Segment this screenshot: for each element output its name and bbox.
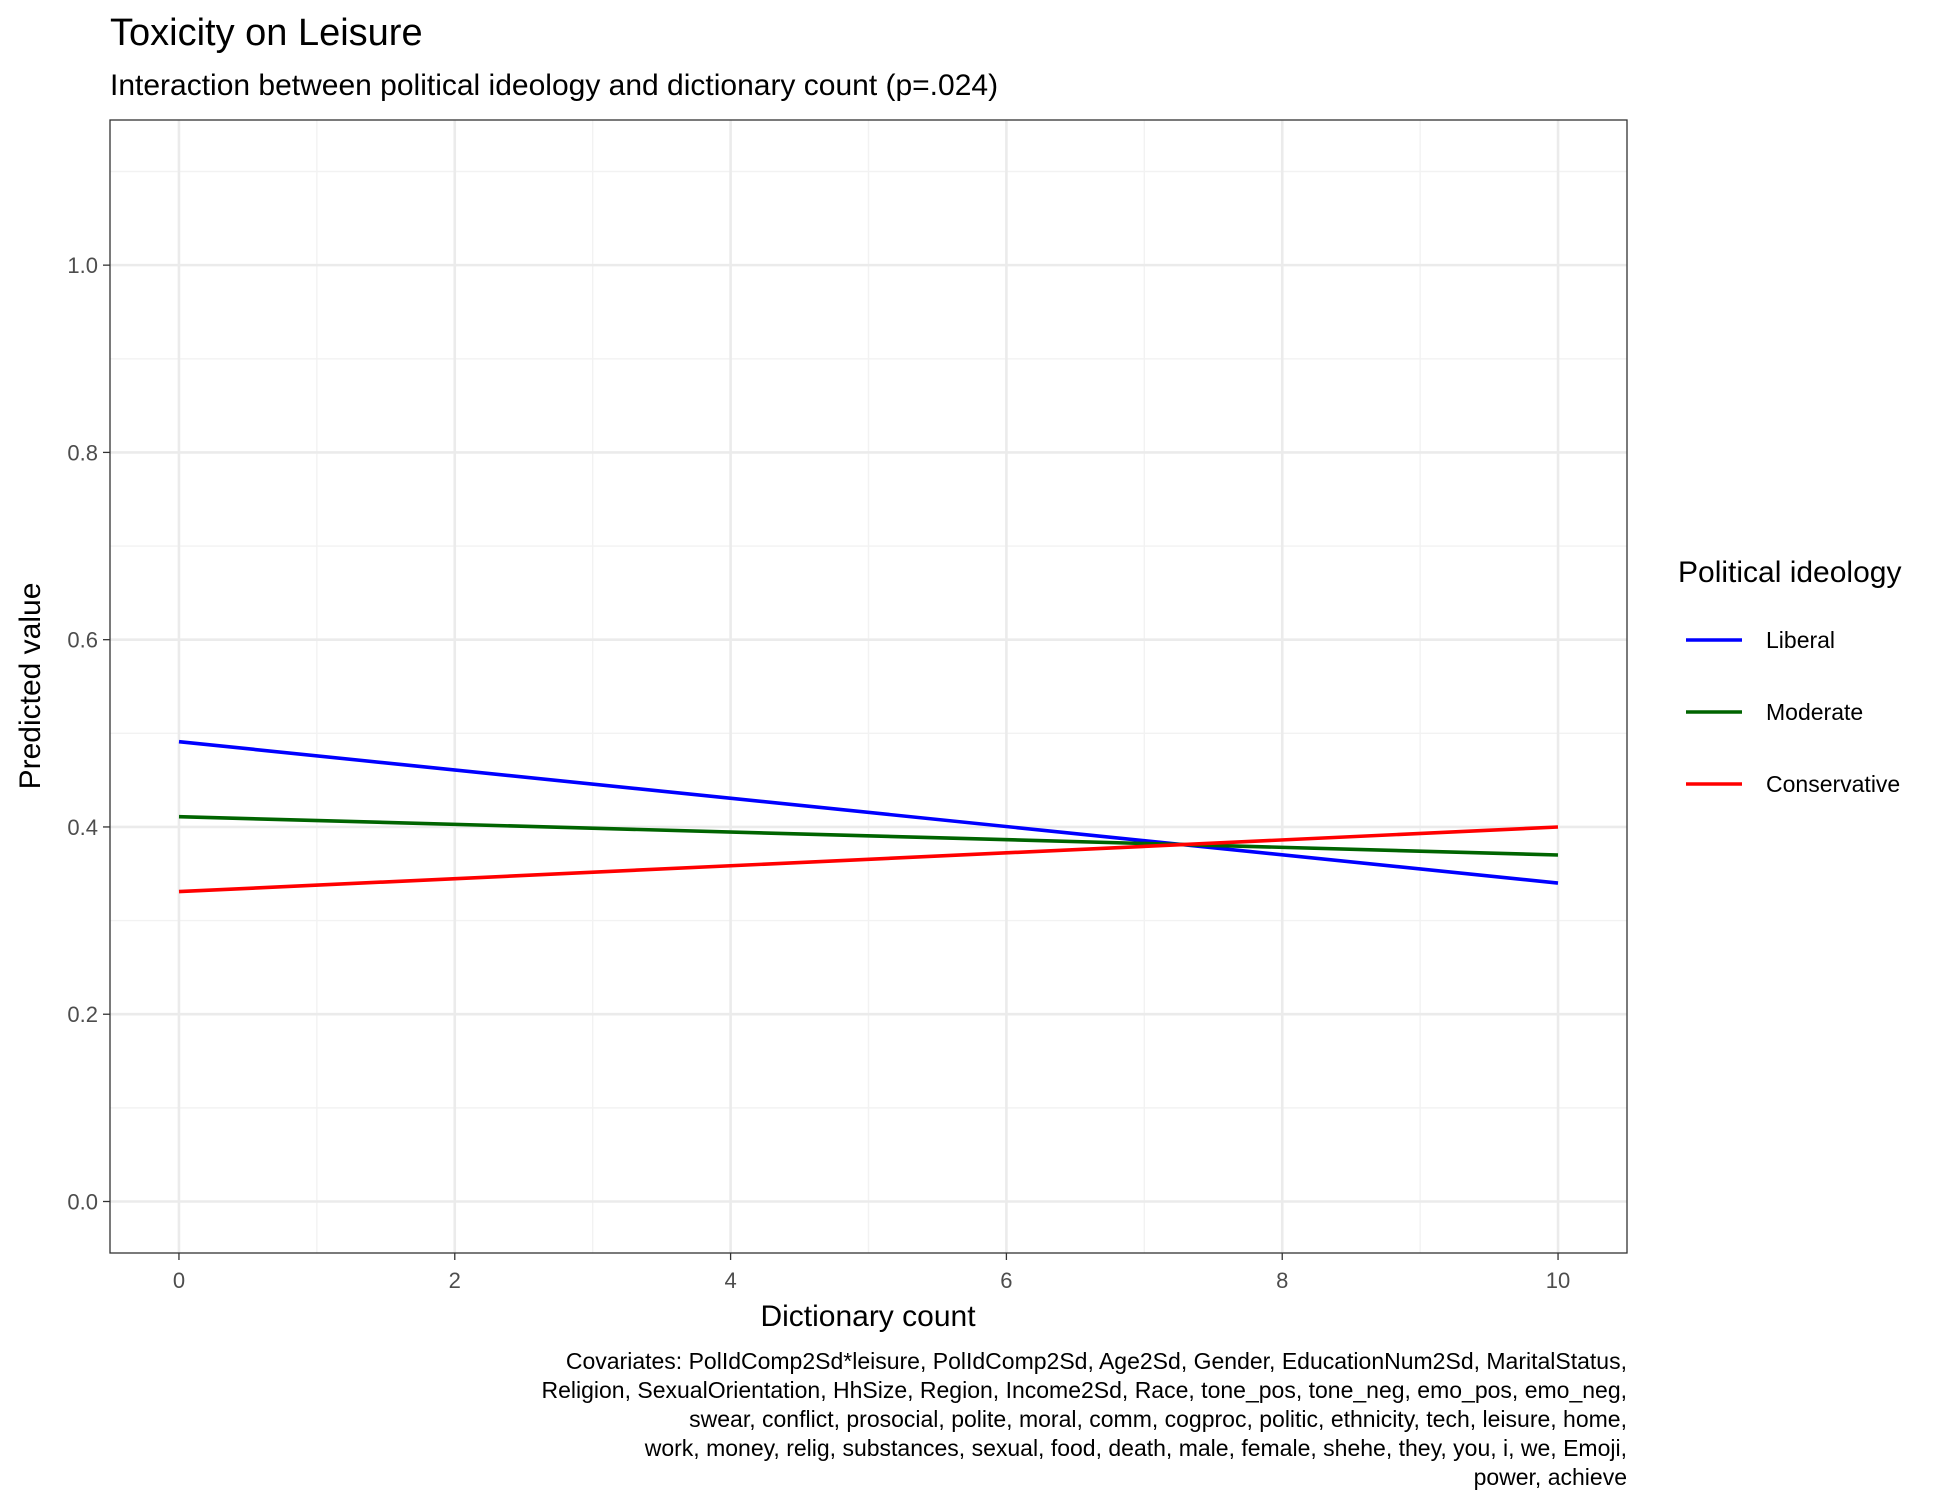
minor-gridlines — [110, 120, 1627, 1253]
caption-line: Religion, SexualOrientation, HhSize, Reg… — [541, 1377, 1627, 1403]
x-axis: 0 2 4 6 8 10 — [173, 1253, 1570, 1293]
y-tick-label: 0.2 — [67, 1002, 98, 1027]
legend: Political ideology Liberal Moderate Conser… — [1678, 556, 1901, 797]
y-tick-label: 1.0 — [67, 253, 98, 278]
x-tick-label: 8 — [1276, 1268, 1288, 1293]
y-axis-title: Predicted value — [14, 583, 47, 790]
chart-title: Toxicity on Leisure — [110, 12, 423, 54]
series-line-conservative — [178, 825, 1559, 894]
caption-line: work, money, relig, substances, sexual, … — [644, 1435, 1627, 1461]
caption: Covariates: PolIdComp2Sd*leisure, PolIdC… — [541, 1348, 1627, 1490]
chart-subtitle: Interaction between political ideology a… — [110, 69, 998, 102]
y-tick-label: 0.4 — [67, 815, 98, 840]
x-tick-label: 0 — [173, 1268, 185, 1293]
x-axis-title: Dictionary count — [760, 1300, 976, 1333]
y-tick-label: 0.6 — [67, 628, 98, 653]
series-lines — [178, 739, 1559, 894]
y-tick-label: 0.8 — [67, 440, 98, 465]
legend-title: Political ideology — [1678, 556, 1901, 589]
legend-label-moderate: Moderate — [1766, 699, 1863, 725]
panel-border — [109, 119, 1628, 1254]
y-axis: 0.0 0.2 0.4 0.6 0.8 1.0 — [67, 253, 110, 1215]
x-tick-label: 4 — [724, 1268, 736, 1293]
x-tick-label: 6 — [1000, 1268, 1012, 1293]
legend-label-liberal: Liberal — [1766, 627, 1835, 653]
major-gridlines — [110, 120, 1627, 1253]
caption-line: Covariates: PolIdComp2Sd*leisure, PolIdC… — [566, 1348, 1627, 1374]
x-tick-label: 10 — [1546, 1268, 1570, 1293]
y-tick-label: 0.0 — [67, 1190, 98, 1215]
caption-line: swear, conflict, prosocial, polite, mora… — [689, 1406, 1627, 1432]
legend-label-conservative: Conservative — [1766, 771, 1900, 797]
series-line-liberal — [178, 739, 1559, 885]
x-tick-label: 2 — [449, 1268, 461, 1293]
caption-line: power, achieve — [1474, 1464, 1627, 1490]
series-line-moderate — [178, 814, 1559, 857]
